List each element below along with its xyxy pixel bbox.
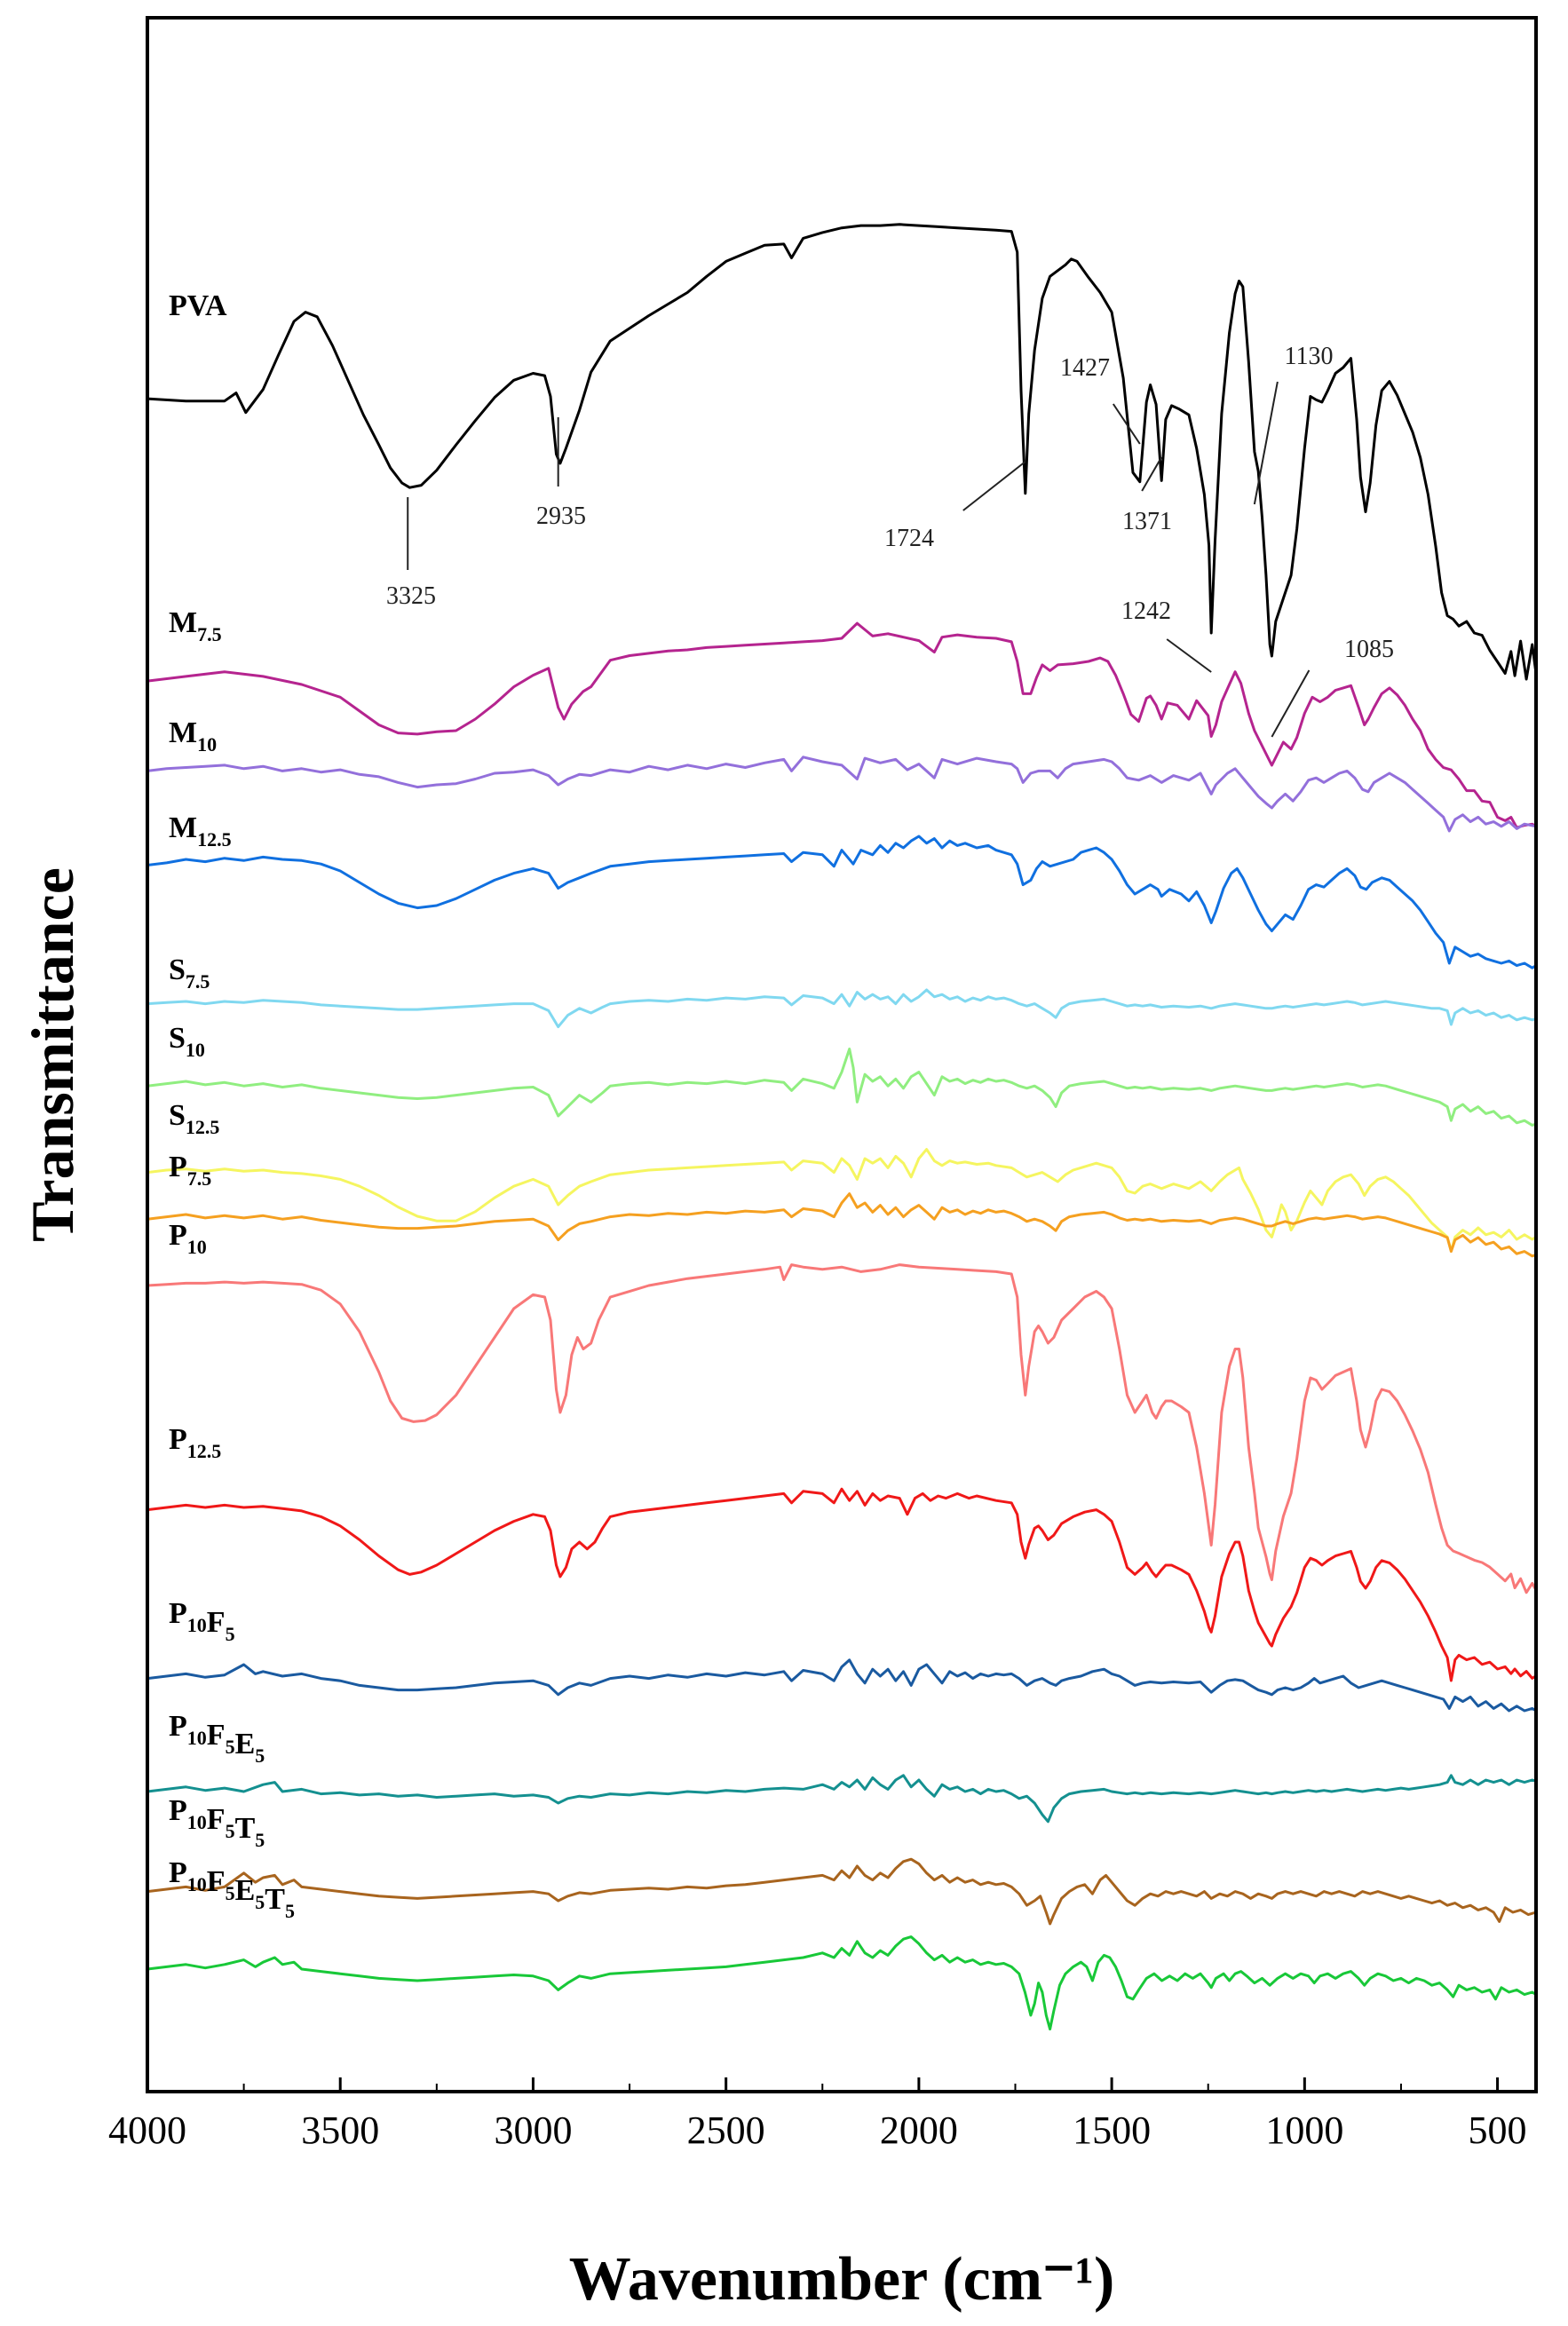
annotation-leader-1724 (962, 461, 1026, 511)
y-axis-title: Transmittance (19, 867, 86, 1242)
annotation-label-3325: 3325 (386, 582, 436, 610)
annotation-leader-1130 (1253, 381, 1279, 505)
series-line-p10f5t5 (147, 1857, 1537, 1926)
series-label-p10f5e5: P10F5E5 (169, 1710, 265, 1767)
annotation-label-1242: 1242 (1121, 597, 1171, 625)
series-label-p75: P7.5 (169, 1151, 211, 1190)
annotation-label-1724: 1724 (884, 525, 934, 552)
annotation-leader-1085 (1271, 669, 1311, 738)
x-tick-label: 3500 (301, 2108, 379, 2152)
annotation-leader-1371 (1141, 456, 1163, 492)
annotation-label-1427: 1427 (1060, 354, 1110, 382)
series-line-p10f5e5 (147, 1774, 1537, 1824)
series-line-m10 (147, 756, 1537, 833)
series-line-p10f5e5t5 (147, 1935, 1537, 2031)
series-line-p125 (147, 1487, 1537, 1682)
series-label-s75: S7.5 (169, 953, 210, 993)
series-line-m125 (147, 835, 1537, 969)
annotation-label-2935: 2935 (536, 502, 586, 530)
x-tick-label: 1000 (1265, 2108, 1343, 2152)
x-tick-label: 2000 (880, 2108, 958, 2152)
series-label-m125: M12.5 (169, 811, 232, 850)
x-tick-label: 500 (1469, 2108, 1527, 2152)
series-label-s10: S10 (169, 1022, 205, 1061)
x-axis-title: Wavenumber (cm⁻¹) (569, 2245, 1115, 2314)
x-axis-ticks-group: 4000 3500 3000 2500 2000 1500 1000 500 (108, 2077, 1527, 2152)
series-label-p10f5e5t5: P10F5E5T5 (169, 1856, 295, 1922)
annotation-label-1371: 1371 (1122, 508, 1172, 535)
series-line-m75 (147, 621, 1537, 829)
peak-annotations-group: 3325 2935 1724 1427 1371 1130 1242 1085 (386, 343, 1394, 738)
annotation-leader-1242 (1166, 638, 1212, 673)
series-line-s125 (147, 1148, 1537, 1253)
x-tick-label: 3000 (494, 2108, 572, 2152)
series-line-pva (147, 223, 1538, 681)
series-label-p10f5t5: P10F5T5 (169, 1794, 265, 1851)
x-tick-label: 4000 (108, 2108, 186, 2152)
series-label-m75: M7.5 (169, 606, 222, 645)
series-line-s10 (147, 1048, 1537, 1127)
annotation-label-1085: 1085 (1344, 636, 1394, 663)
series-line-p10 (147, 1263, 1538, 1594)
annotation-label-1130: 1130 (1285, 343, 1334, 370)
series-line-s75 (147, 988, 1537, 1029)
spectra-series-group (147, 223, 1538, 2031)
series-label-p125: P12.5 (169, 1423, 221, 1462)
x-tick-label: 1500 (1073, 2108, 1151, 2152)
plot-frame (146, 16, 1538, 2093)
series-line-p10f5 (147, 1658, 1537, 1713)
series-labels-group: PVA M7.5 M10 M12.5 S7.5 S10 S12.5 P7.5 P10 P12.5 P… (169, 289, 295, 1922)
series-label-m10: M10 (169, 716, 217, 756)
series-line-p75 (147, 1192, 1537, 1258)
x-tick-label: 2500 (687, 2108, 765, 2152)
series-label-p10f5: P10F5 (169, 1597, 235, 1645)
annotation-leader-1427 (1112, 403, 1141, 445)
series-label-p10: P10 (169, 1219, 207, 1258)
series-label-pva: PVA (169, 289, 227, 322)
series-label-s125: S12.5 (169, 1099, 219, 1138)
